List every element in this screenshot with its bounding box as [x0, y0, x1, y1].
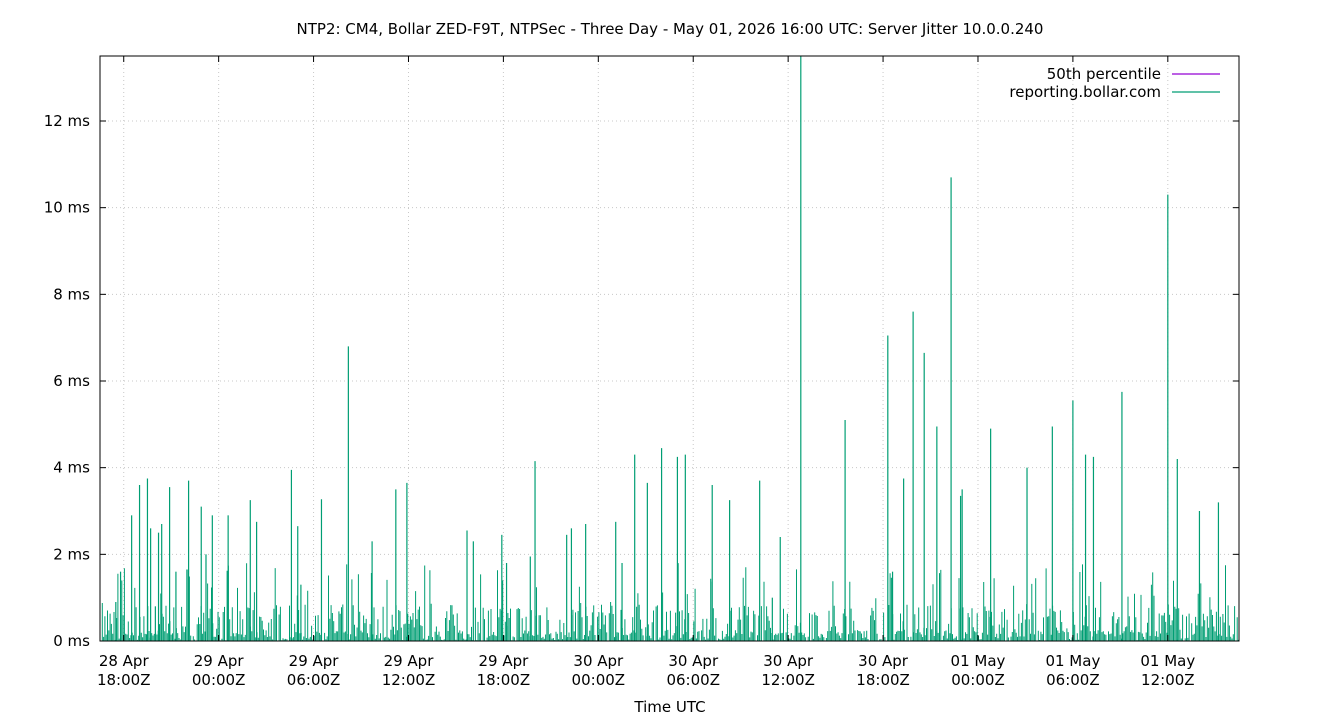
x-tick-label-date: 29 Apr	[289, 652, 340, 670]
x-tick-label-time: 12:00Z	[761, 671, 815, 689]
x-tick-label-date: 29 Apr	[194, 652, 245, 670]
grid-lines	[100, 56, 1239, 641]
legend-label: 50th percentile	[1047, 65, 1161, 83]
plot-frame	[99, 55, 1240, 642]
x-tick-label-date: 30 Apr	[573, 652, 624, 670]
y-tick-label: 2 ms	[53, 545, 90, 563]
x-tick-label-time: 12:00Z	[1141, 671, 1195, 689]
y-tick-label: 8 ms	[53, 285, 90, 303]
x-tick-label-date: 01 May	[951, 652, 1006, 670]
y-tick-label: 10 ms	[44, 199, 90, 217]
y-tick-label: 4 ms	[53, 459, 90, 477]
y-axis: 0 ms 2 ms 4 ms 6 ms 8 ms 10 ms 12 ms	[44, 112, 1239, 650]
y-tick-label: 12 ms	[44, 112, 90, 130]
jitter-baseline-noise	[101, 563, 1239, 641]
y-tick-label: 6 ms	[53, 372, 90, 390]
jitter-spikes	[115, 56, 1220, 641]
x-tick-label-date: 01 May	[1140, 652, 1195, 670]
x-tick-label-date: 28 Apr	[99, 652, 150, 670]
x-axis-label: Time UTC	[633, 698, 705, 716]
x-tick-label-time: 00:00Z	[572, 671, 626, 689]
x-tick-label-time: 12:00Z	[382, 671, 436, 689]
chart-title: NTP2: CM4, Bollar ZED-F9T, NTPSec - Thre…	[297, 20, 1044, 38]
x-tick-label-time: 00:00Z	[951, 671, 1005, 689]
jitter-noise-path	[101, 563, 1239, 641]
x-tick-label-date: 30 Apr	[763, 652, 814, 670]
x-tick-label-time: 00:00Z	[192, 671, 246, 689]
x-tick-label-time: 18:00Z	[477, 671, 531, 689]
x-tick-label-date: 30 Apr	[858, 652, 909, 670]
x-tick-label-date: 01 May	[1045, 652, 1100, 670]
x-tick-label-time: 06:00Z	[1046, 671, 1100, 689]
legend-label: reporting.bollar.com	[1009, 83, 1161, 101]
y-tick-label: 0 ms	[53, 632, 90, 650]
x-tick-label-time: 18:00Z	[97, 671, 151, 689]
x-tick-label-date: 29 Apr	[478, 652, 529, 670]
x-tick-label-date: 29 Apr	[384, 652, 435, 670]
x-tick-label-time: 18:00Z	[856, 671, 910, 689]
x-tick-label-time: 06:00Z	[666, 671, 720, 689]
x-tick-label-time: 06:00Z	[287, 671, 341, 689]
x-tick-label-date: 30 Apr	[668, 652, 719, 670]
